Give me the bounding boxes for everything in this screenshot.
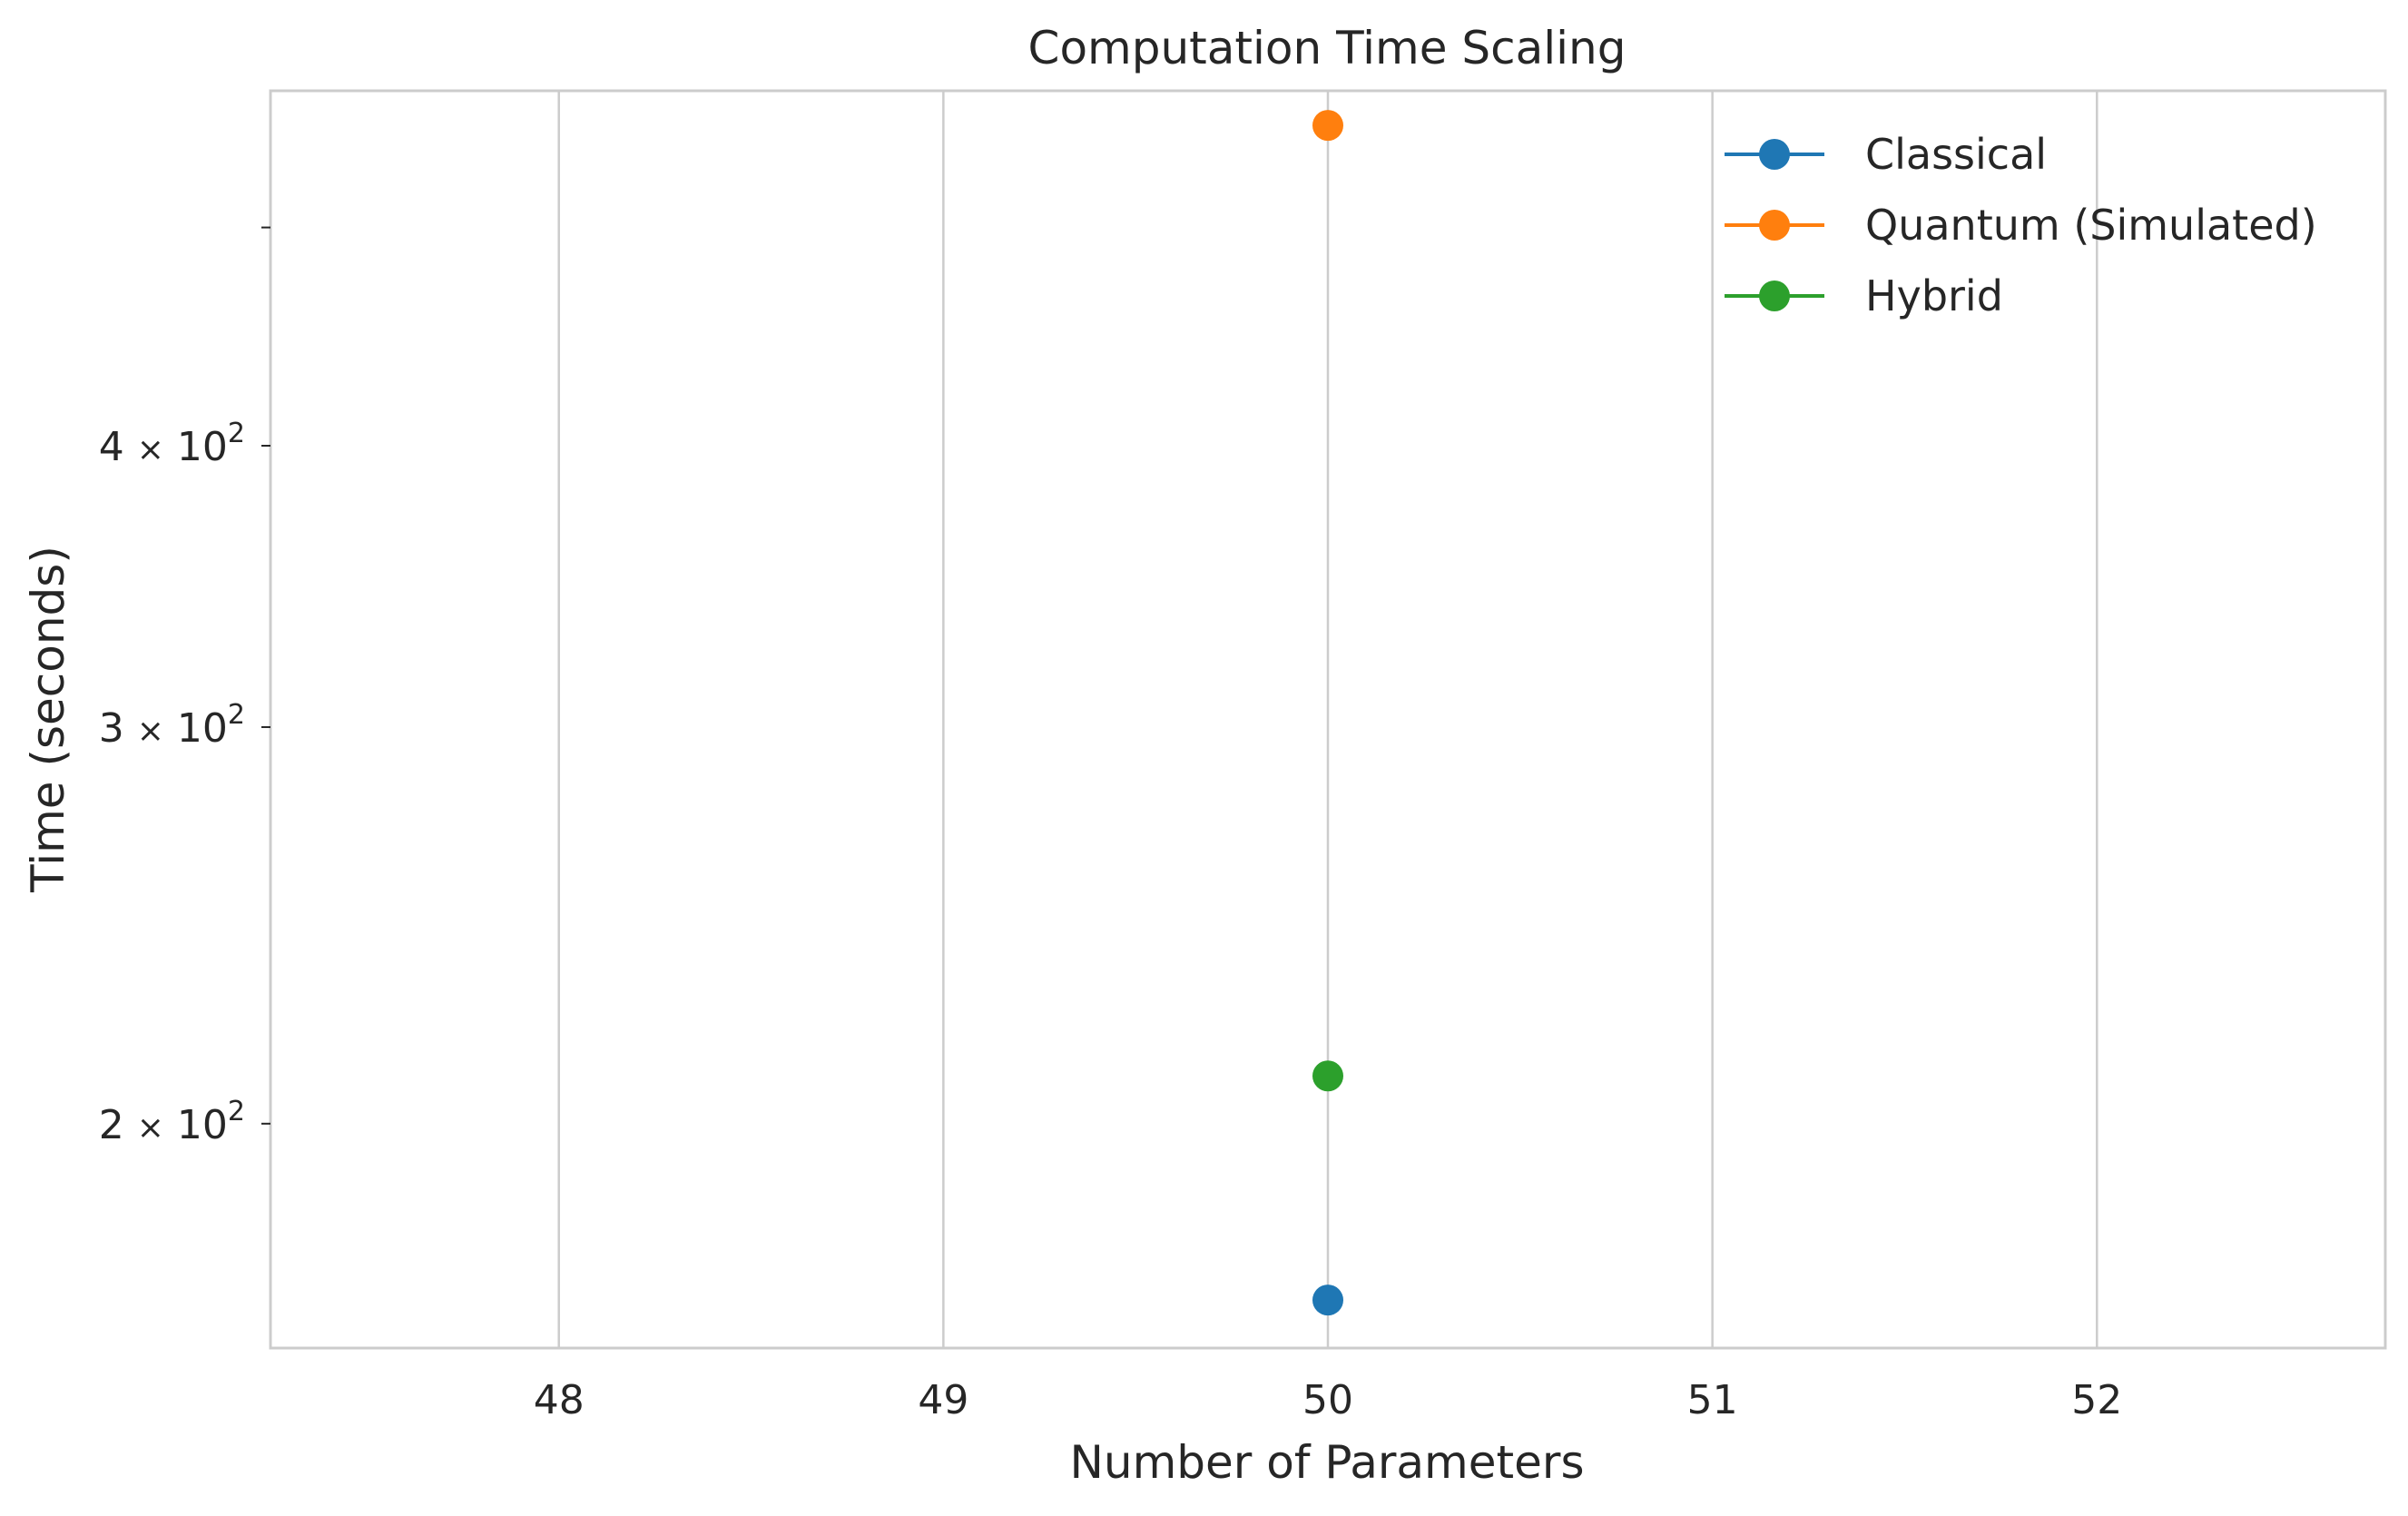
x-tick-label: 50 — [1302, 1377, 1353, 1423]
data-point — [1312, 1285, 1343, 1316]
legend-item: Quantum (Simulated) — [1725, 201, 2317, 250]
data-point — [1312, 1060, 1343, 1092]
series-hybrid — [1312, 1060, 1343, 1092]
x-tick-label: 48 — [534, 1377, 585, 1423]
x-axis-label: Number of Parameters — [1069, 1436, 1584, 1489]
x-tick-label: 49 — [918, 1377, 968, 1423]
series-quantum-simulated — [1312, 110, 1343, 142]
series-classical — [1312, 1285, 1343, 1316]
legend-marker — [1759, 139, 1790, 170]
chart-title: Computation Time Scaling — [1028, 22, 1627, 74]
legend-label: Quantum (Simulated) — [1865, 201, 2317, 250]
legend-label: Hybrid — [1865, 271, 2003, 320]
legend-label: Classical — [1865, 130, 2047, 179]
data-series — [1312, 110, 1343, 1316]
legend-marker — [1759, 281, 1790, 311]
data-point — [1312, 110, 1343, 142]
x-tick-label: 52 — [2071, 1377, 2122, 1423]
legend-marker — [1759, 210, 1790, 241]
y-tick-label: 2 × 102 — [99, 1096, 245, 1148]
x-axis-ticks: 48 49 50 51 52 — [534, 1377, 2123, 1423]
y-axis-label: Time (seconds) — [22, 546, 74, 893]
x-tick-label: 51 — [1687, 1377, 1738, 1423]
y-tick-label: 3 × 102 — [99, 699, 245, 752]
y-tick-label: 4 × 102 — [99, 418, 245, 470]
legend: Classical Quantum (Simulated) Hybrid — [1725, 130, 2317, 320]
legend-item: Hybrid — [1725, 271, 2003, 320]
y-axis-ticks: 2 × 102 3 × 102 4 × 102 — [99, 226, 270, 1148]
plot-frame — [269, 89, 2387, 1350]
grid-lines — [557, 91, 2098, 1348]
legend-item: Classical — [1725, 130, 2047, 179]
